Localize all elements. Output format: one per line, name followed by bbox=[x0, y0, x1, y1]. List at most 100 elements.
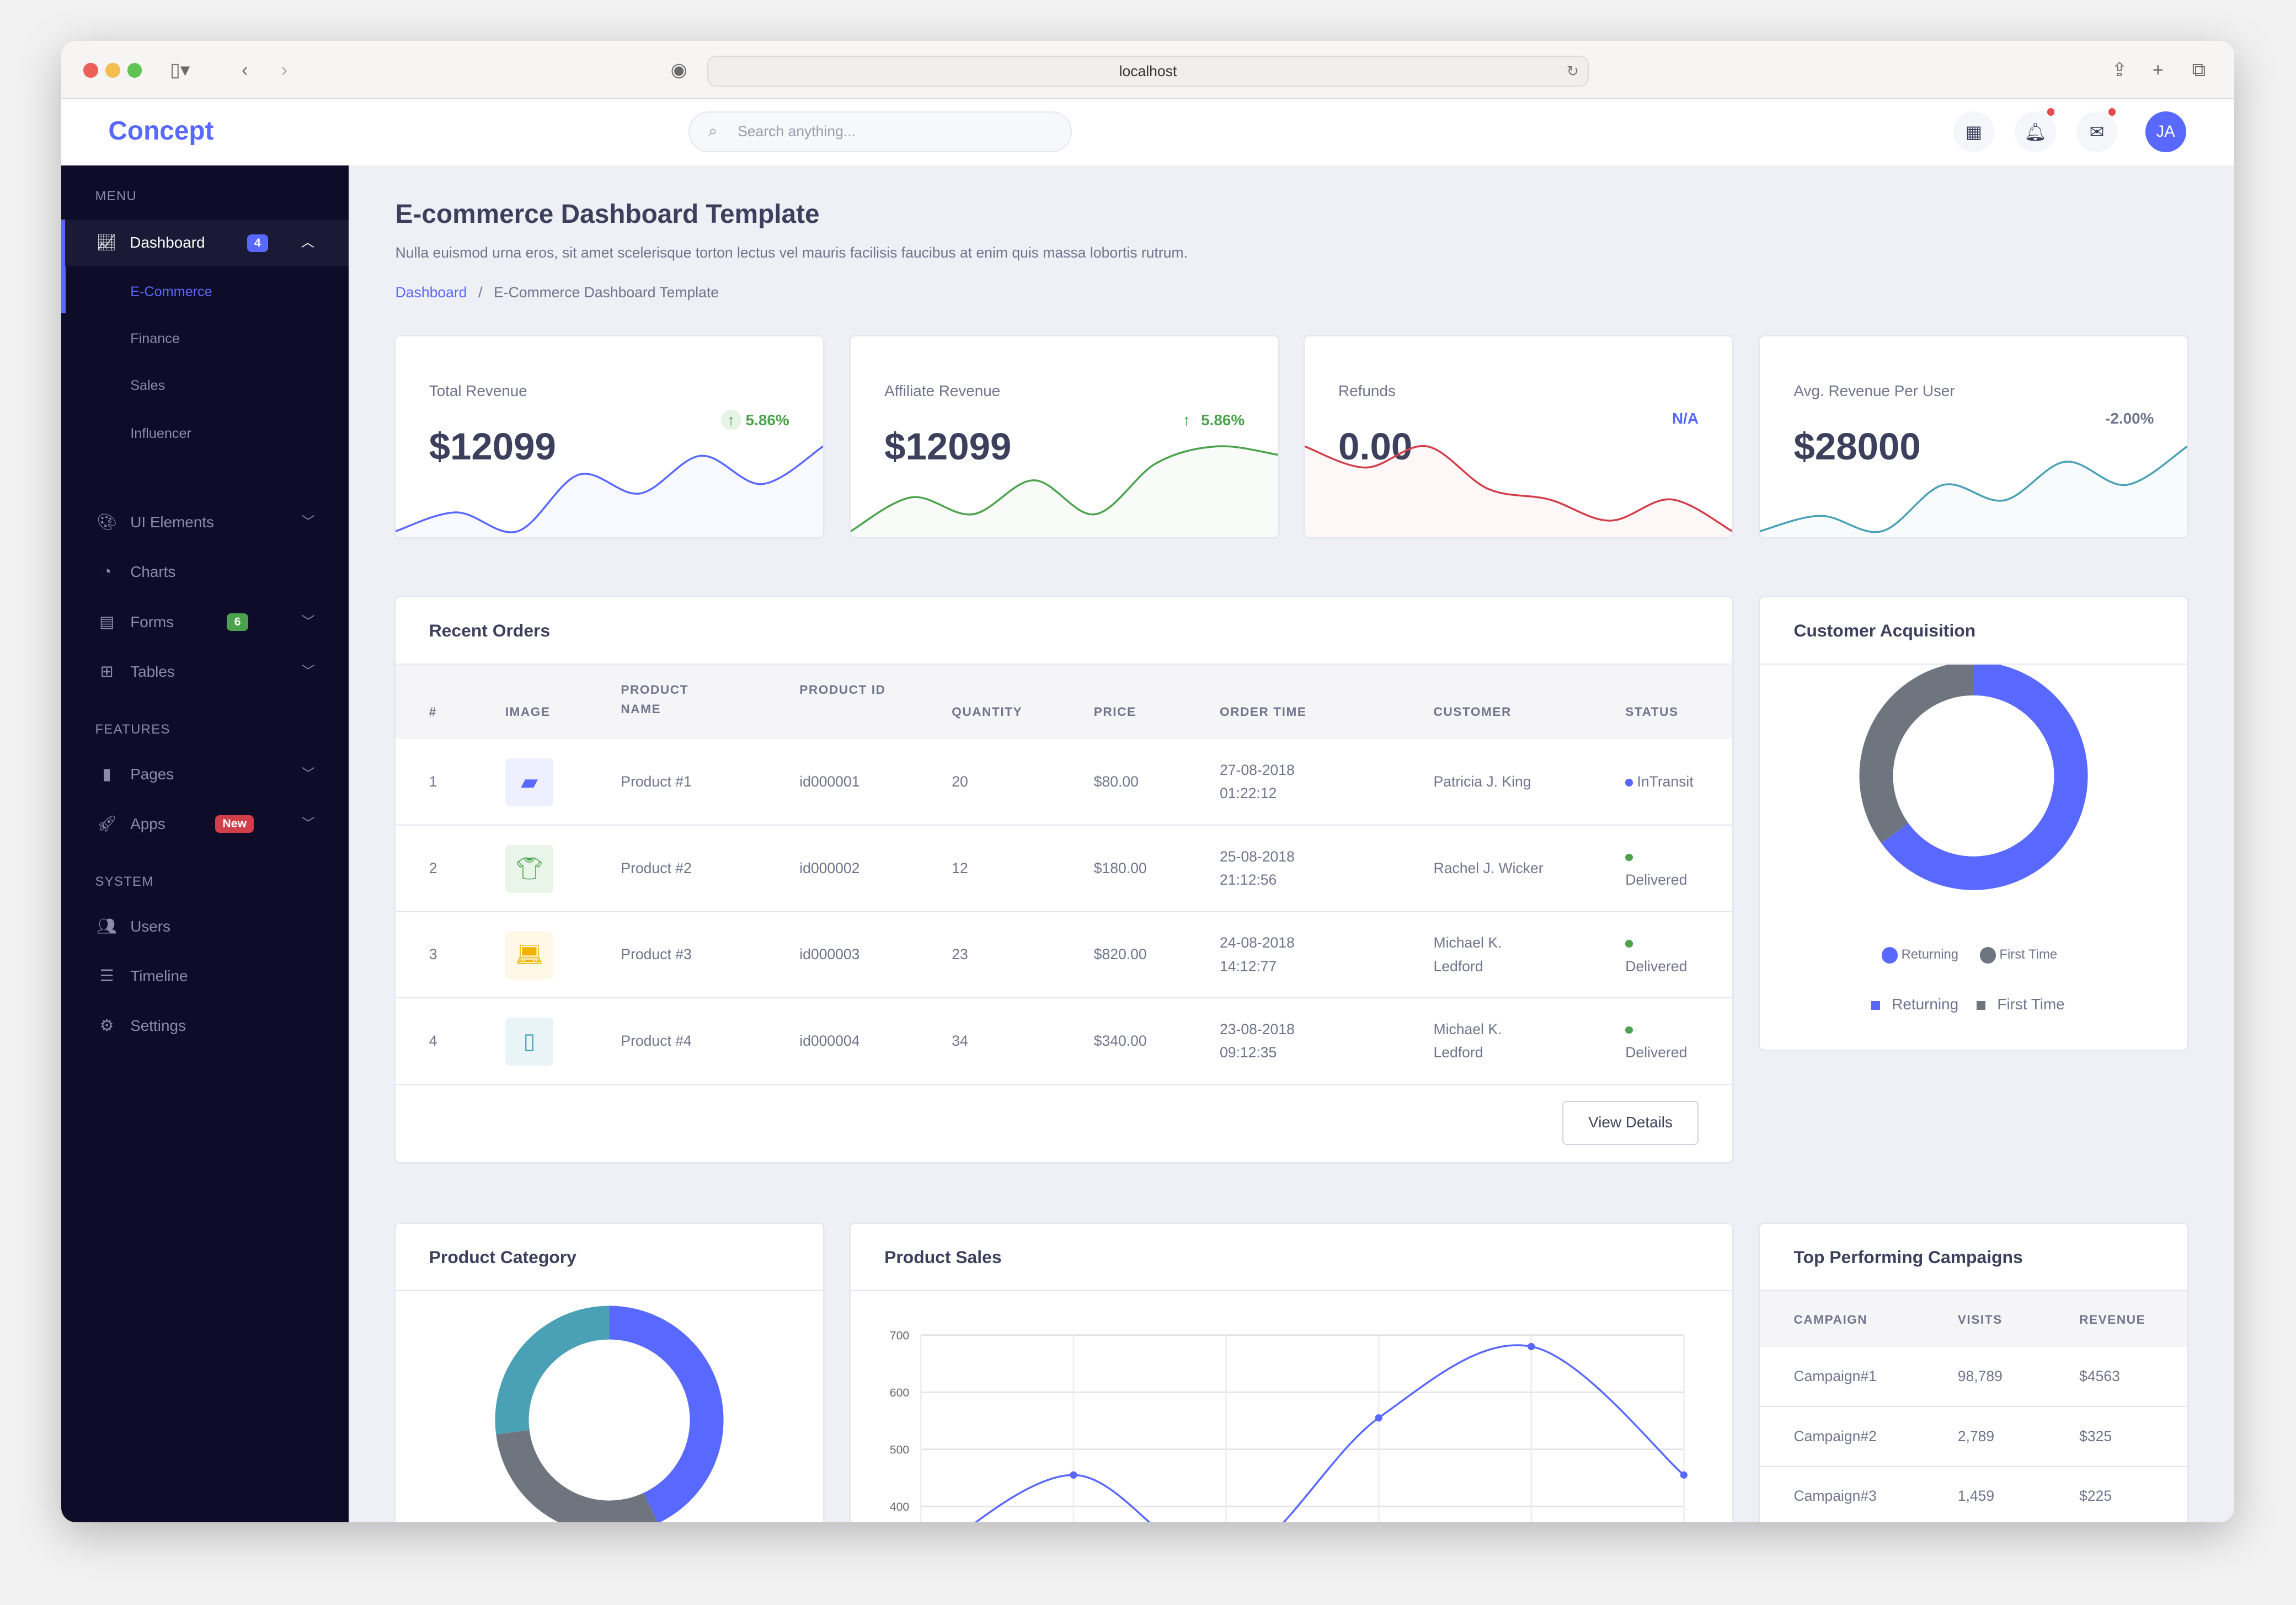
apps-grid-button[interactable]: ▦ bbox=[1953, 111, 1995, 153]
message-dot bbox=[2108, 108, 2116, 116]
cell-price: $820.00 bbox=[1093, 946, 1147, 963]
gear-icon: ⚙ bbox=[99, 1017, 114, 1035]
sidebar-subitem-sales[interactable]: Sales bbox=[130, 377, 165, 393]
column-header: STATUS bbox=[1625, 705, 1679, 719]
sidebar-item-apps[interactable]: 🚀︎ Apps New ﹀ bbox=[61, 801, 348, 848]
sidebar-item-ui-elements[interactable]: 🎨︎ UI Elements ﹀ bbox=[61, 499, 348, 546]
chevron-down-icon[interactable]: ﹀ bbox=[301, 614, 315, 629]
view-details-button[interactable]: View Details bbox=[1562, 1101, 1699, 1145]
sidebar-toggle-icon[interactable]: ▯▾ bbox=[169, 59, 190, 81]
cell-name[interactable]: Product #2 bbox=[621, 859, 692, 876]
column-header: PRODUCT ID bbox=[799, 683, 886, 697]
donut-slice[interactable] bbox=[495, 1430, 658, 1523]
kpi-card: Affiliate Revenue $12099 ↑ 5.86% bbox=[851, 336, 1279, 538]
privacy-icon: ◉ bbox=[670, 59, 687, 81]
donut-slice[interactable] bbox=[1881, 665, 2088, 890]
sidebar-subitem-finance[interactable]: Finance bbox=[130, 330, 180, 346]
tabs-overview-icon[interactable]: ⧉ bbox=[2192, 59, 2206, 81]
kpi-card: Avg. Revenue Per User $28000 -2.00% bbox=[1760, 336, 2188, 538]
app-header: Concept ⌕ Search anything... ▦ 🔔︎ ✉ JA bbox=[61, 99, 2235, 165]
sidebar-item-settings[interactable]: ⚙ Settings bbox=[61, 1003, 348, 1050]
data-point[interactable] bbox=[1375, 1414, 1382, 1422]
product-category-card: Product Category bbox=[395, 1223, 823, 1523]
sidebar-subitem-ecommerce[interactable]: E-Commerce bbox=[130, 283, 212, 299]
status-dot bbox=[1625, 779, 1633, 787]
table-row[interactable]: 4 ▯ Product #4 id000004 34 $340.00 23-08-2018 0… bbox=[395, 998, 1733, 1085]
table-row[interactable]: Campaign#1 98,789 $4563 bbox=[1760, 1347, 2188, 1407]
search-input[interactable]: ⌕ Search anything... bbox=[688, 111, 1072, 153]
chevron-up-icon[interactable]: ︿ bbox=[301, 235, 314, 250]
data-point[interactable] bbox=[1528, 1342, 1535, 1351]
maximize-window-button[interactable] bbox=[127, 63, 142, 78]
recent-orders-title: Recent Orders bbox=[395, 597, 1733, 665]
row-number: 2 bbox=[429, 859, 437, 876]
line-chart-icon: 📈︎ bbox=[96, 234, 117, 252]
reload-icon[interactable]: ↻ bbox=[1566, 62, 1579, 79]
donut-slice[interactable] bbox=[495, 1306, 610, 1435]
campaign-cell: $225 bbox=[2079, 1488, 2112, 1505]
cell-order-date: 23-08-2018 bbox=[1220, 1020, 1295, 1037]
legend-swatch bbox=[1871, 1001, 1881, 1010]
arrow-up-icon: ↑ bbox=[720, 410, 741, 431]
cell-name[interactable]: Product #1 bbox=[621, 773, 692, 790]
sidebar-item-dashboard[interactable]: 📈︎ Dashboard 4 ︿ bbox=[61, 220, 349, 267]
sidebar-item-pages[interactable]: ▮ Pages ﹀ bbox=[61, 751, 348, 798]
url-text: localhost bbox=[1119, 62, 1177, 79]
forward-icon[interactable]: › bbox=[281, 59, 288, 81]
cell-name[interactable]: Product #4 bbox=[621, 1032, 692, 1049]
notifications-button[interactable]: 🔔︎ bbox=[2015, 108, 2056, 153]
legend-swatch-first-time bbox=[1979, 947, 1996, 964]
data-point[interactable] bbox=[1680, 1471, 1688, 1479]
arrow-up-icon: ↑ bbox=[1182, 411, 1190, 429]
cell-price: $340.00 bbox=[1093, 1032, 1147, 1049]
table-row[interactable]: 3 💻︎ Product #3 id000003 23 $820.00 24-08-2018… bbox=[395, 912, 1733, 999]
legend2-item-first-time[interactable]: First Time bbox=[1977, 996, 2065, 1013]
breadcrumb-link-dashboard[interactable]: Dashboard bbox=[395, 283, 467, 301]
sidebar-subitem-influencer[interactable]: Influencer bbox=[130, 426, 191, 442]
cell-order-time: 09:12:35 bbox=[1220, 1044, 1277, 1061]
cell-name[interactable]: Product #3 bbox=[621, 946, 692, 963]
minimize-window-button[interactable] bbox=[105, 63, 120, 78]
kpi-title: Affiliate Revenue bbox=[884, 382, 1001, 399]
avatar[interactable]: JA bbox=[2145, 111, 2186, 153]
table-row[interactable]: 2 👕︎ Product #2 id000002 12 $180.00 25-08-2018… bbox=[395, 826, 1733, 912]
cell-price: $180.00 bbox=[1093, 859, 1147, 876]
list-icon: ☰ bbox=[99, 967, 114, 985]
legend-item-returning[interactable]: Returning bbox=[1881, 947, 1958, 964]
share-icon[interactable]: ⇪ bbox=[2111, 59, 2128, 81]
sparkline-line bbox=[395, 446, 823, 533]
sidebar-item-tables[interactable]: ⊞ Tables ﹀ bbox=[61, 649, 348, 696]
close-window-button[interactable] bbox=[83, 63, 98, 78]
rocket-icon: 🚀︎ bbox=[97, 815, 118, 833]
chevron-down-icon[interactable]: ﹀ bbox=[301, 766, 315, 782]
status-badge: InTransit bbox=[1625, 770, 1742, 793]
cell-order-time: 14:12:77 bbox=[1220, 957, 1277, 975]
legend2-item-returning[interactable]: Returning bbox=[1871, 996, 1958, 1013]
sidebar-item-timeline[interactable]: ☰ Timeline bbox=[61, 953, 348, 1000]
messages-button[interactable]: ✉ bbox=[2076, 108, 2118, 153]
table-row[interactable]: Campaign#2 2,789 $325 bbox=[1760, 1407, 2188, 1467]
status-text: Delivered bbox=[1625, 1044, 1688, 1061]
data-point[interactable] bbox=[1070, 1471, 1077, 1479]
logo[interactable]: Concept bbox=[108, 116, 214, 146]
new-tab-icon[interactable]: + bbox=[2152, 59, 2164, 81]
donut-slice[interactable] bbox=[609, 1306, 724, 1523]
cell-order-time: 21:12:56 bbox=[1220, 871, 1277, 888]
chevron-down-icon[interactable]: ﹀ bbox=[301, 664, 315, 679]
grid-icon: ▦ bbox=[1965, 121, 1983, 142]
legend-item-first-time[interactable]: First Time bbox=[1979, 947, 2057, 964]
table-row[interactable]: 1 ▰ Product #1 id000001 20 $80.00 27-08-2018 01… bbox=[395, 739, 1733, 826]
sidebar-item-forms[interactable]: ▤ Forms 6 ﹀ bbox=[61, 599, 348, 646]
address-bar[interactable]: localhost ↻ bbox=[707, 55, 1589, 87]
cell-customer: Michael K. Ledford bbox=[1433, 1020, 1502, 1061]
chevron-down-icon[interactable]: ﹀ bbox=[301, 816, 315, 831]
sidebar-item-users[interactable]: 👥︎ Users bbox=[61, 903, 348, 950]
chevron-down-icon[interactable]: ﹀ bbox=[301, 515, 315, 530]
column-header: QUANTITY bbox=[952, 705, 1023, 719]
search-placeholder: Search anything... bbox=[738, 122, 856, 140]
back-icon[interactable]: ‹ bbox=[241, 59, 248, 81]
table-row[interactable]: Campaign#3 1,459 $225 bbox=[1760, 1467, 2187, 1523]
cell-order-date: 27-08-2018 bbox=[1220, 761, 1295, 778]
sidebar-item-charts[interactable]: ◔ Charts bbox=[61, 549, 348, 596]
donut-slice[interactable] bbox=[1859, 665, 1974, 843]
